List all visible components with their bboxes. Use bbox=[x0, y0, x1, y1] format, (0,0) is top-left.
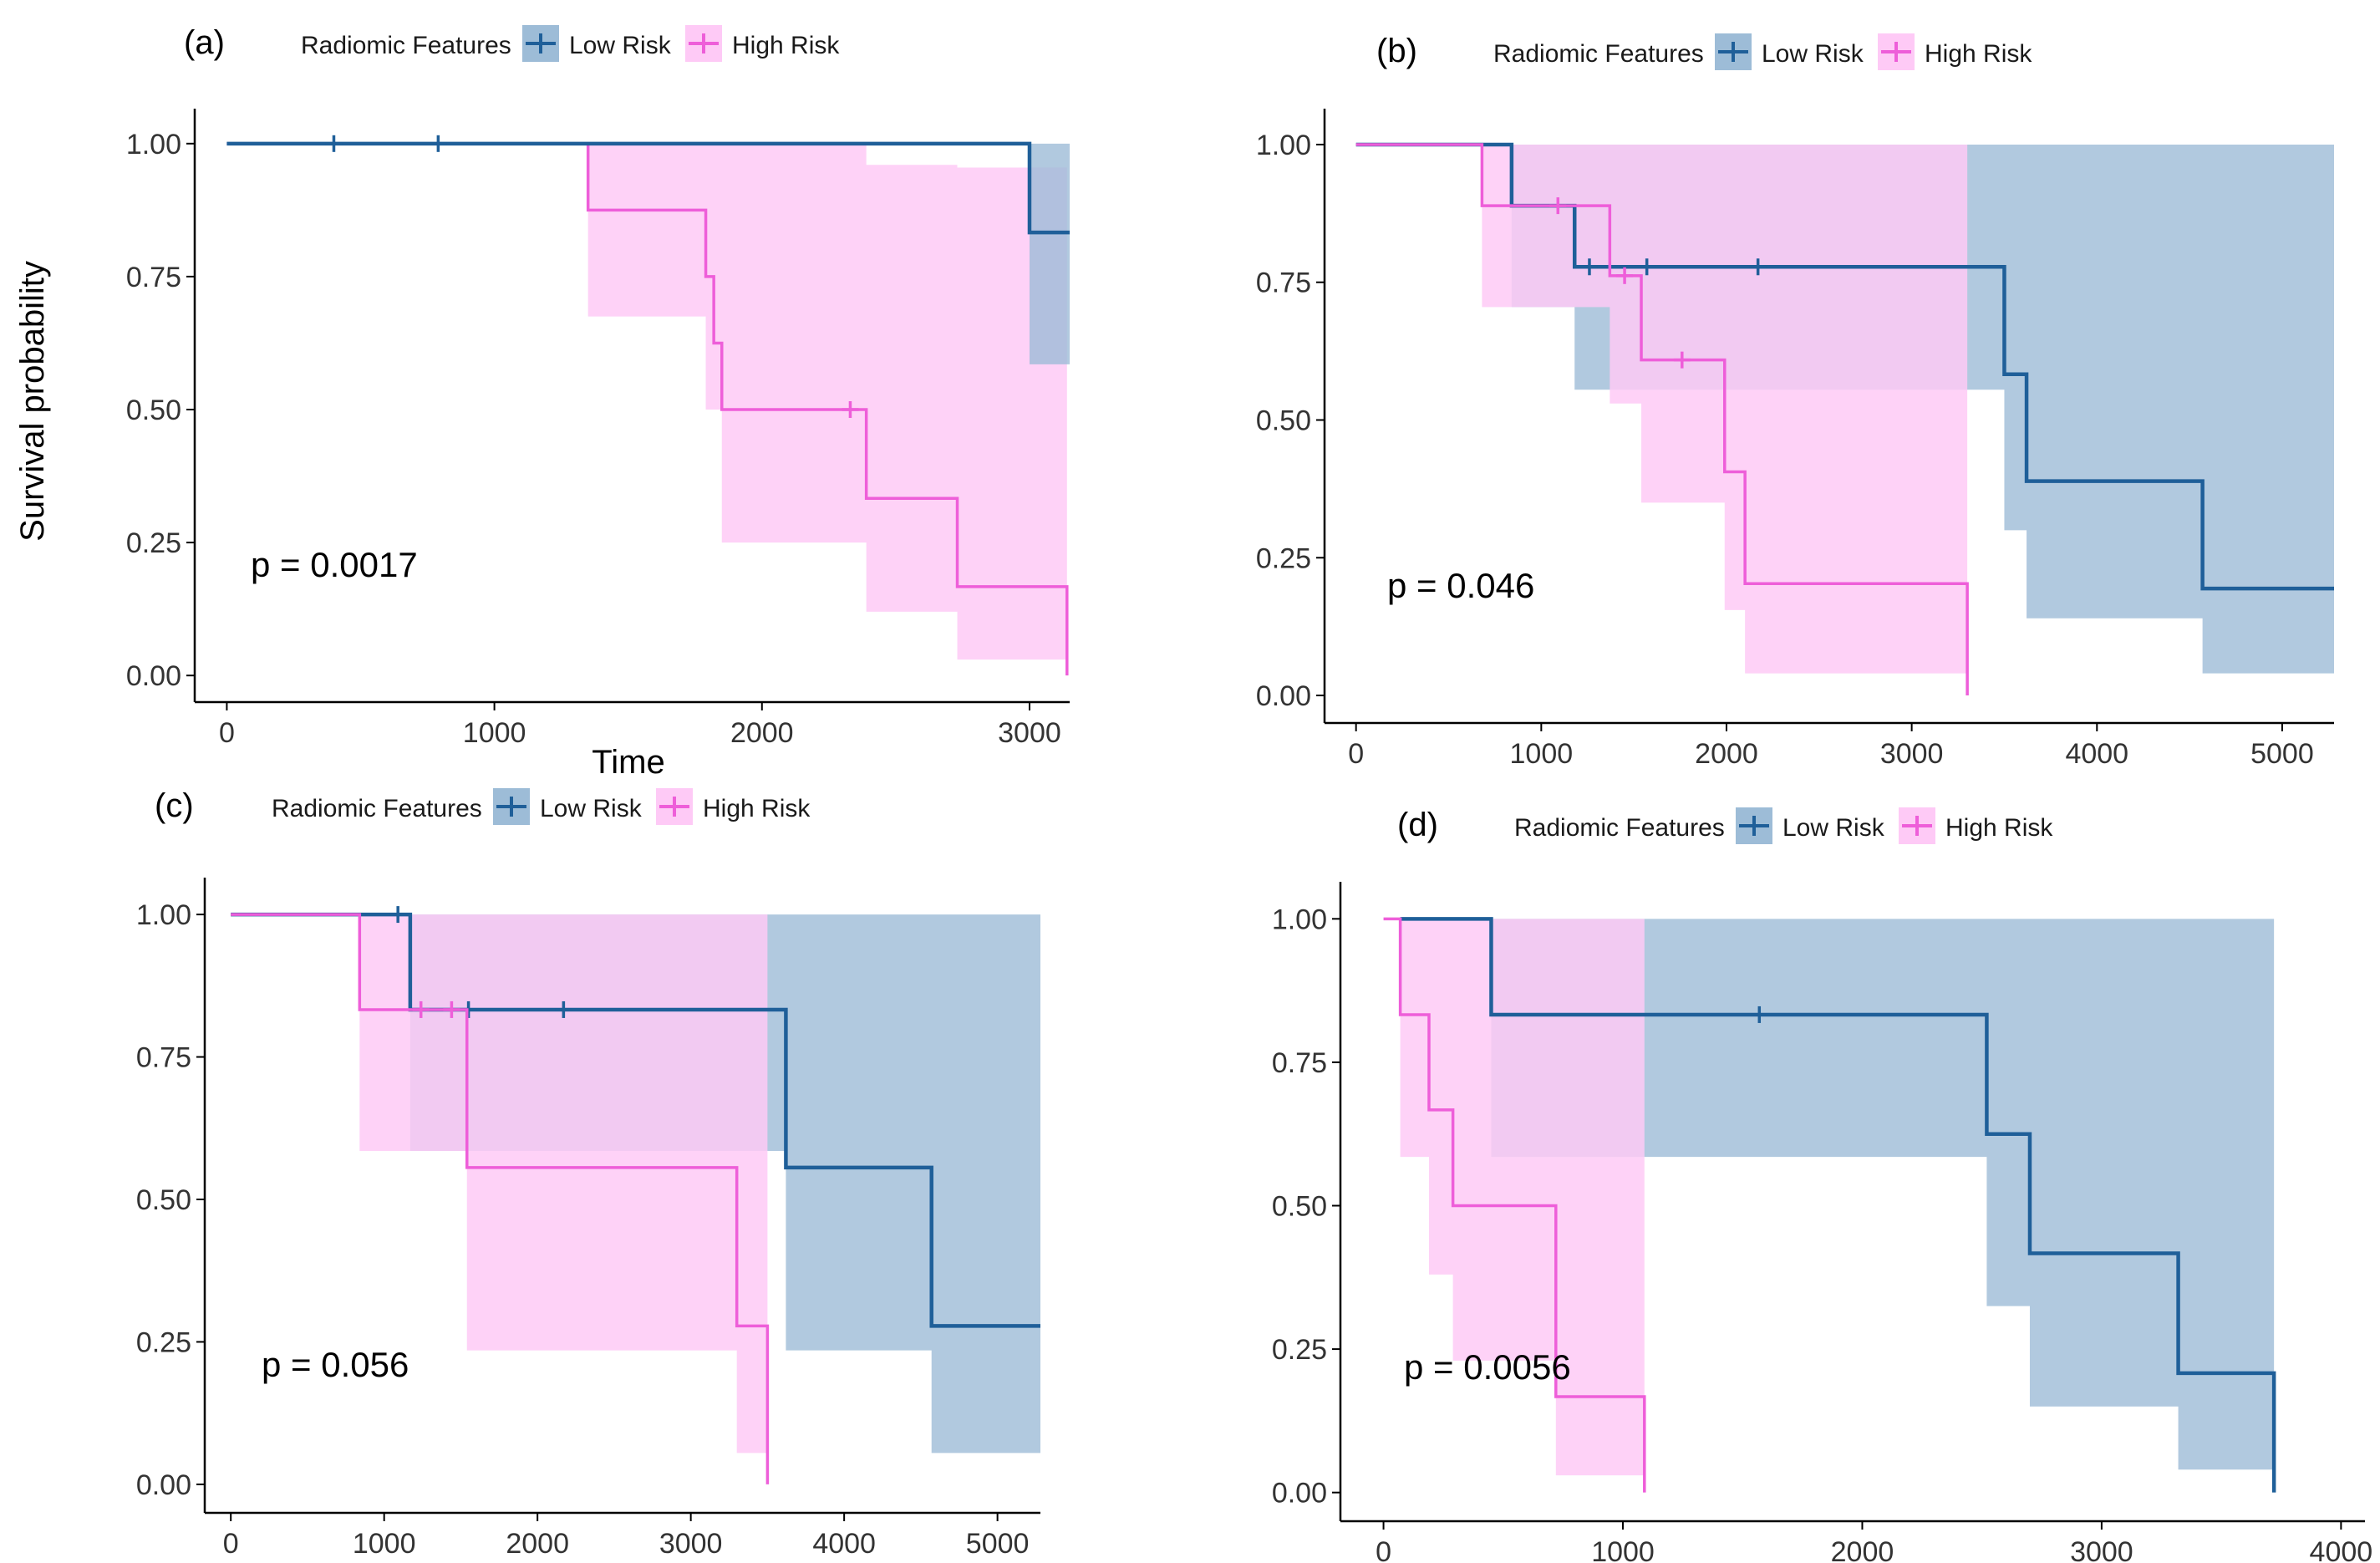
censor-mark bbox=[1749, 258, 1767, 276]
survival-line-high-risk bbox=[226, 142, 1069, 676]
panel-label: (a) bbox=[184, 24, 225, 61]
x-tick-label: 0 bbox=[219, 717, 235, 749]
censor-mark bbox=[389, 906, 407, 924]
x-tick-label: 4000 bbox=[812, 1528, 876, 1560]
p-value: p = 0.0017 bbox=[251, 545, 418, 584]
y-tick-label: 0.00 bbox=[1256, 680, 1311, 712]
survival-line-low-risk bbox=[231, 912, 1040, 1328]
x-tick-label: 2000 bbox=[506, 1528, 569, 1560]
y-tick-label: 1.00 bbox=[1256, 130, 1311, 161]
x-tick-label: 3000 bbox=[1880, 738, 1944, 770]
ci-band-high-risk bbox=[359, 914, 768, 1454]
survival-line-low-risk bbox=[226, 141, 1070, 235]
x-tick-label: 2000 bbox=[1695, 738, 1758, 770]
legend-label-low-risk: Low Risk bbox=[1762, 40, 1864, 68]
x-tick-label: 0 bbox=[223, 1528, 239, 1560]
censor-mark bbox=[325, 135, 343, 152]
y-tick-label: 1.00 bbox=[1272, 904, 1327, 935]
legend-label-high-risk: High Risk bbox=[732, 32, 840, 59]
legend-label-high-risk: High Risk bbox=[703, 795, 811, 822]
censor-mark bbox=[1751, 1006, 1768, 1023]
x-tick-label: 5000 bbox=[966, 1528, 1030, 1560]
p-value: p = 0.056 bbox=[262, 1345, 409, 1384]
censor-mark bbox=[1549, 197, 1567, 215]
legend-label-low-risk: Low Risk bbox=[1782, 814, 1885, 842]
censor-mark bbox=[1638, 258, 1655, 276]
ci-band-high-risk bbox=[1400, 919, 1645, 1476]
legend: (b) Radiomic Features Low Risk High Risk bbox=[1376, 33, 2032, 70]
legend-label-high-risk: High Risk bbox=[1945, 814, 2053, 842]
censor-mark bbox=[1616, 267, 1634, 284]
survival-line-low-risk bbox=[1400, 917, 2276, 1493]
km-panel: 0.00 0.25 0.50 0.75 1.00 0 1000 2000 3000 4000 p =… bbox=[1272, 882, 2372, 1563]
y-tick-label: 0.75 bbox=[126, 262, 181, 293]
y-tick-label: 0.50 bbox=[126, 395, 181, 426]
y-tick-label: 0.75 bbox=[136, 1042, 191, 1074]
x-tick-label: 0 bbox=[1376, 1536, 1391, 1563]
x-tick-label: 0 bbox=[1348, 738, 1364, 770]
survival-line-high-risk bbox=[231, 913, 770, 1484]
survival-line-low-risk bbox=[1355, 142, 2334, 591]
x-tick-label: 1000 bbox=[1591, 1536, 1655, 1563]
x-tick-label: 5000 bbox=[2250, 738, 2314, 770]
panel-label: (c) bbox=[155, 787, 194, 824]
x-tick-label: 3000 bbox=[998, 717, 1061, 749]
y-tick-label: 1.00 bbox=[126, 129, 181, 160]
censor-mark bbox=[430, 135, 447, 152]
km-panel: 0.00 0.25 0.50 0.75 1.00 0 1000 2000 3000 4000 500… bbox=[1256, 109, 2334, 770]
x-tick-label: 1000 bbox=[1510, 738, 1574, 770]
censor-mark bbox=[412, 1000, 430, 1018]
ci-band-high-risk bbox=[587, 143, 1067, 660]
y-tick-label: 0.00 bbox=[136, 1469, 191, 1501]
panel-label: (b) bbox=[1376, 33, 1417, 69]
ci-band-low-risk bbox=[1029, 143, 1070, 364]
survival-line-high-risk bbox=[1355, 143, 1969, 696]
survival-line-high-risk bbox=[1383, 917, 1646, 1493]
censor-mark bbox=[555, 1000, 572, 1018]
y-tick-label: 0.00 bbox=[1272, 1478, 1327, 1510]
p-value: p = 0.046 bbox=[1387, 566, 1534, 605]
x-tick-label: 2000 bbox=[730, 717, 794, 749]
y-tick-label: 0.25 bbox=[136, 1326, 191, 1358]
x-tick-label: 1000 bbox=[463, 717, 526, 749]
y-tick-label: 0.75 bbox=[1272, 1047, 1327, 1079]
x-tick-label: 1000 bbox=[353, 1528, 416, 1560]
censor-mark bbox=[443, 1000, 460, 1018]
legend-title: Radiomic Features bbox=[1514, 814, 1725, 842]
legend: (a) Radiomic Features Low Risk High Risk bbox=[184, 24, 840, 62]
y-tick-label: 0.00 bbox=[126, 660, 181, 692]
legend-label-low-risk: Low Risk bbox=[569, 32, 672, 59]
km-panel: 0.00 0.25 0.50 0.75 1.00 0 1000 2000 3000 p = 0.0… bbox=[126, 109, 1070, 749]
p-value: p = 0.0056 bbox=[1404, 1347, 1571, 1387]
km-panel: 0.00 0.25 0.50 0.75 1.00 0 1000 2000 3000 4000 500… bbox=[136, 878, 1040, 1560]
y-tick-label: 0.50 bbox=[136, 1184, 191, 1216]
censor-mark bbox=[842, 401, 859, 418]
legend-label-low-risk: Low Risk bbox=[540, 795, 643, 822]
y-tick-label: 1.00 bbox=[136, 899, 191, 931]
y-tick-label: 0.25 bbox=[1272, 1334, 1327, 1366]
legend: (c) Radiomic Features Low Risk High Risk bbox=[155, 787, 811, 825]
y-tick-label: 0.50 bbox=[1272, 1191, 1327, 1223]
legend-label-high-risk: High Risk bbox=[1925, 40, 2032, 68]
x-tick-label: 3000 bbox=[2070, 1536, 2133, 1563]
y-tick-label: 0.25 bbox=[1256, 542, 1311, 574]
censor-mark bbox=[1580, 258, 1598, 276]
x-axis-title: Time bbox=[592, 744, 664, 781]
y-axis-title: Survival probability bbox=[14, 261, 51, 542]
y-tick-label: 0.25 bbox=[126, 527, 181, 559]
panel-label: (d) bbox=[1397, 807, 1438, 843]
censor-mark bbox=[1673, 351, 1691, 369]
y-tick-label: 0.50 bbox=[1256, 405, 1311, 437]
x-tick-label: 4000 bbox=[2065, 738, 2128, 770]
legend-title: Radiomic Features bbox=[1493, 40, 1704, 68]
legend-title: Radiomic Features bbox=[301, 32, 511, 59]
x-tick-label: 3000 bbox=[659, 1528, 723, 1560]
x-tick-label: 4000 bbox=[2310, 1536, 2373, 1563]
legend: (d) Radiomic Features Low Risk High Risk bbox=[1397, 807, 2053, 844]
y-tick-label: 0.75 bbox=[1256, 267, 1311, 299]
ci-band-low-risk bbox=[1491, 919, 2275, 1470]
legend-title: Radiomic Features bbox=[272, 795, 482, 822]
x-tick-label: 2000 bbox=[1831, 1536, 1894, 1563]
